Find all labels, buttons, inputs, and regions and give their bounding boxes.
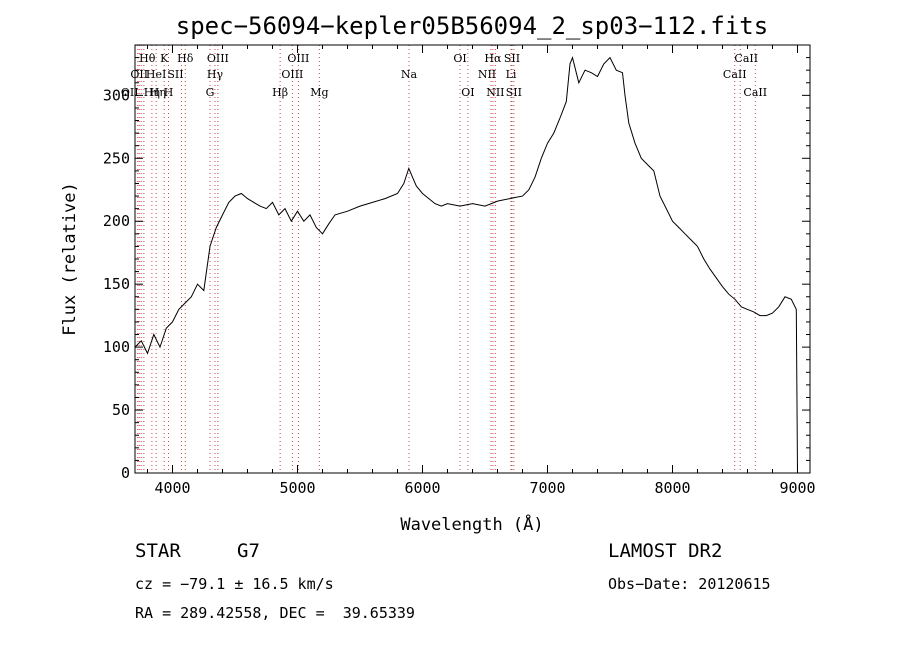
spectral-line-markers [137,45,756,473]
x-tick-label: 4000 [154,479,190,497]
y-tick-label: 50 [112,401,130,419]
y-tick-label: 300 [103,86,130,104]
x-tick-label: 6000 [404,479,440,497]
spectral-line-label: NII [478,68,496,81]
spectrum-series-line [134,55,798,474]
spectral-line-label: Mg [310,86,328,99]
chart-title: spec−56094−kepler05B56094_2_sp03−112.fit… [176,12,768,40]
spectral-line-label: Hη [144,86,160,99]
spectral-line-label: Hγ [207,68,224,81]
spectral-line-labels: OIIOIIHθHηHηHeIKHSIIHδGHγOIIIHβOIIIOIIIM… [121,52,767,99]
spectral-line-label: Hβ [272,86,288,99]
spectral-line-label: CaII [743,86,767,99]
spectral-line-label: Li [506,68,517,81]
spectral-line-label: Hα [484,52,502,65]
spectral-line-label: OI [461,86,474,99]
spectral-line-label: SII [167,68,183,81]
y-tick-label: 250 [103,149,130,167]
obs-date-label: Obs−Date: 20120615 [608,575,771,593]
spectral-line-label: OI [453,52,466,65]
coordinates-label: RA = 289.42558, DEC = 39.65339 [135,604,415,622]
spectral-line-label: SII [506,86,522,99]
y-axis-label: Flux (relative) [60,182,80,336]
spectral-line-label: HeI [146,68,166,81]
survey-label: LAMOST DR2 [608,540,723,562]
spectral-line-label: CaII [734,52,758,65]
x-tick-label: 8000 [654,479,690,497]
y-tick-label: 100 [103,338,130,356]
x-axis-label: Wavelength (Å) [400,513,543,535]
y-tick-label: 0 [121,464,130,482]
spectral-line-label: OIII [207,52,229,65]
class-label: STAR [135,540,181,562]
y-tick-label: 200 [103,212,130,230]
spectral-line-label: Hθ [139,52,156,65]
x-tick-label: 9000 [779,479,815,497]
subclass-label: G7 [237,540,260,562]
spectral-line-label: Hη [150,86,166,99]
spectral-line-label: CaII [723,68,747,81]
plot-frame [134,44,811,474]
x-tick-label: 7000 [529,479,565,497]
spectral-line-label: SII [504,52,520,65]
spectral-line-label: OIII [281,68,303,81]
spectral-line-label: OIII [287,52,309,65]
spectral-line-label: OII [121,86,139,99]
x-tick-label: 5000 [279,479,315,497]
y-tick-label: 150 [103,275,130,293]
spectral-line-label: G [206,86,215,99]
axis-ticks: 4000 5000 6000 7000 8000 9000 0 50 100 150 200 250 3… [103,45,816,497]
spectral-line-label: Na [401,68,418,81]
redshift-label: cz = −79.1 ± 16.5 km/s [135,575,334,593]
spectral-line-label: NII [486,86,504,99]
spectral-line-label: Hδ [177,52,194,65]
spectral-line-label: K [160,52,169,65]
spectral-line-label: H [164,86,174,99]
